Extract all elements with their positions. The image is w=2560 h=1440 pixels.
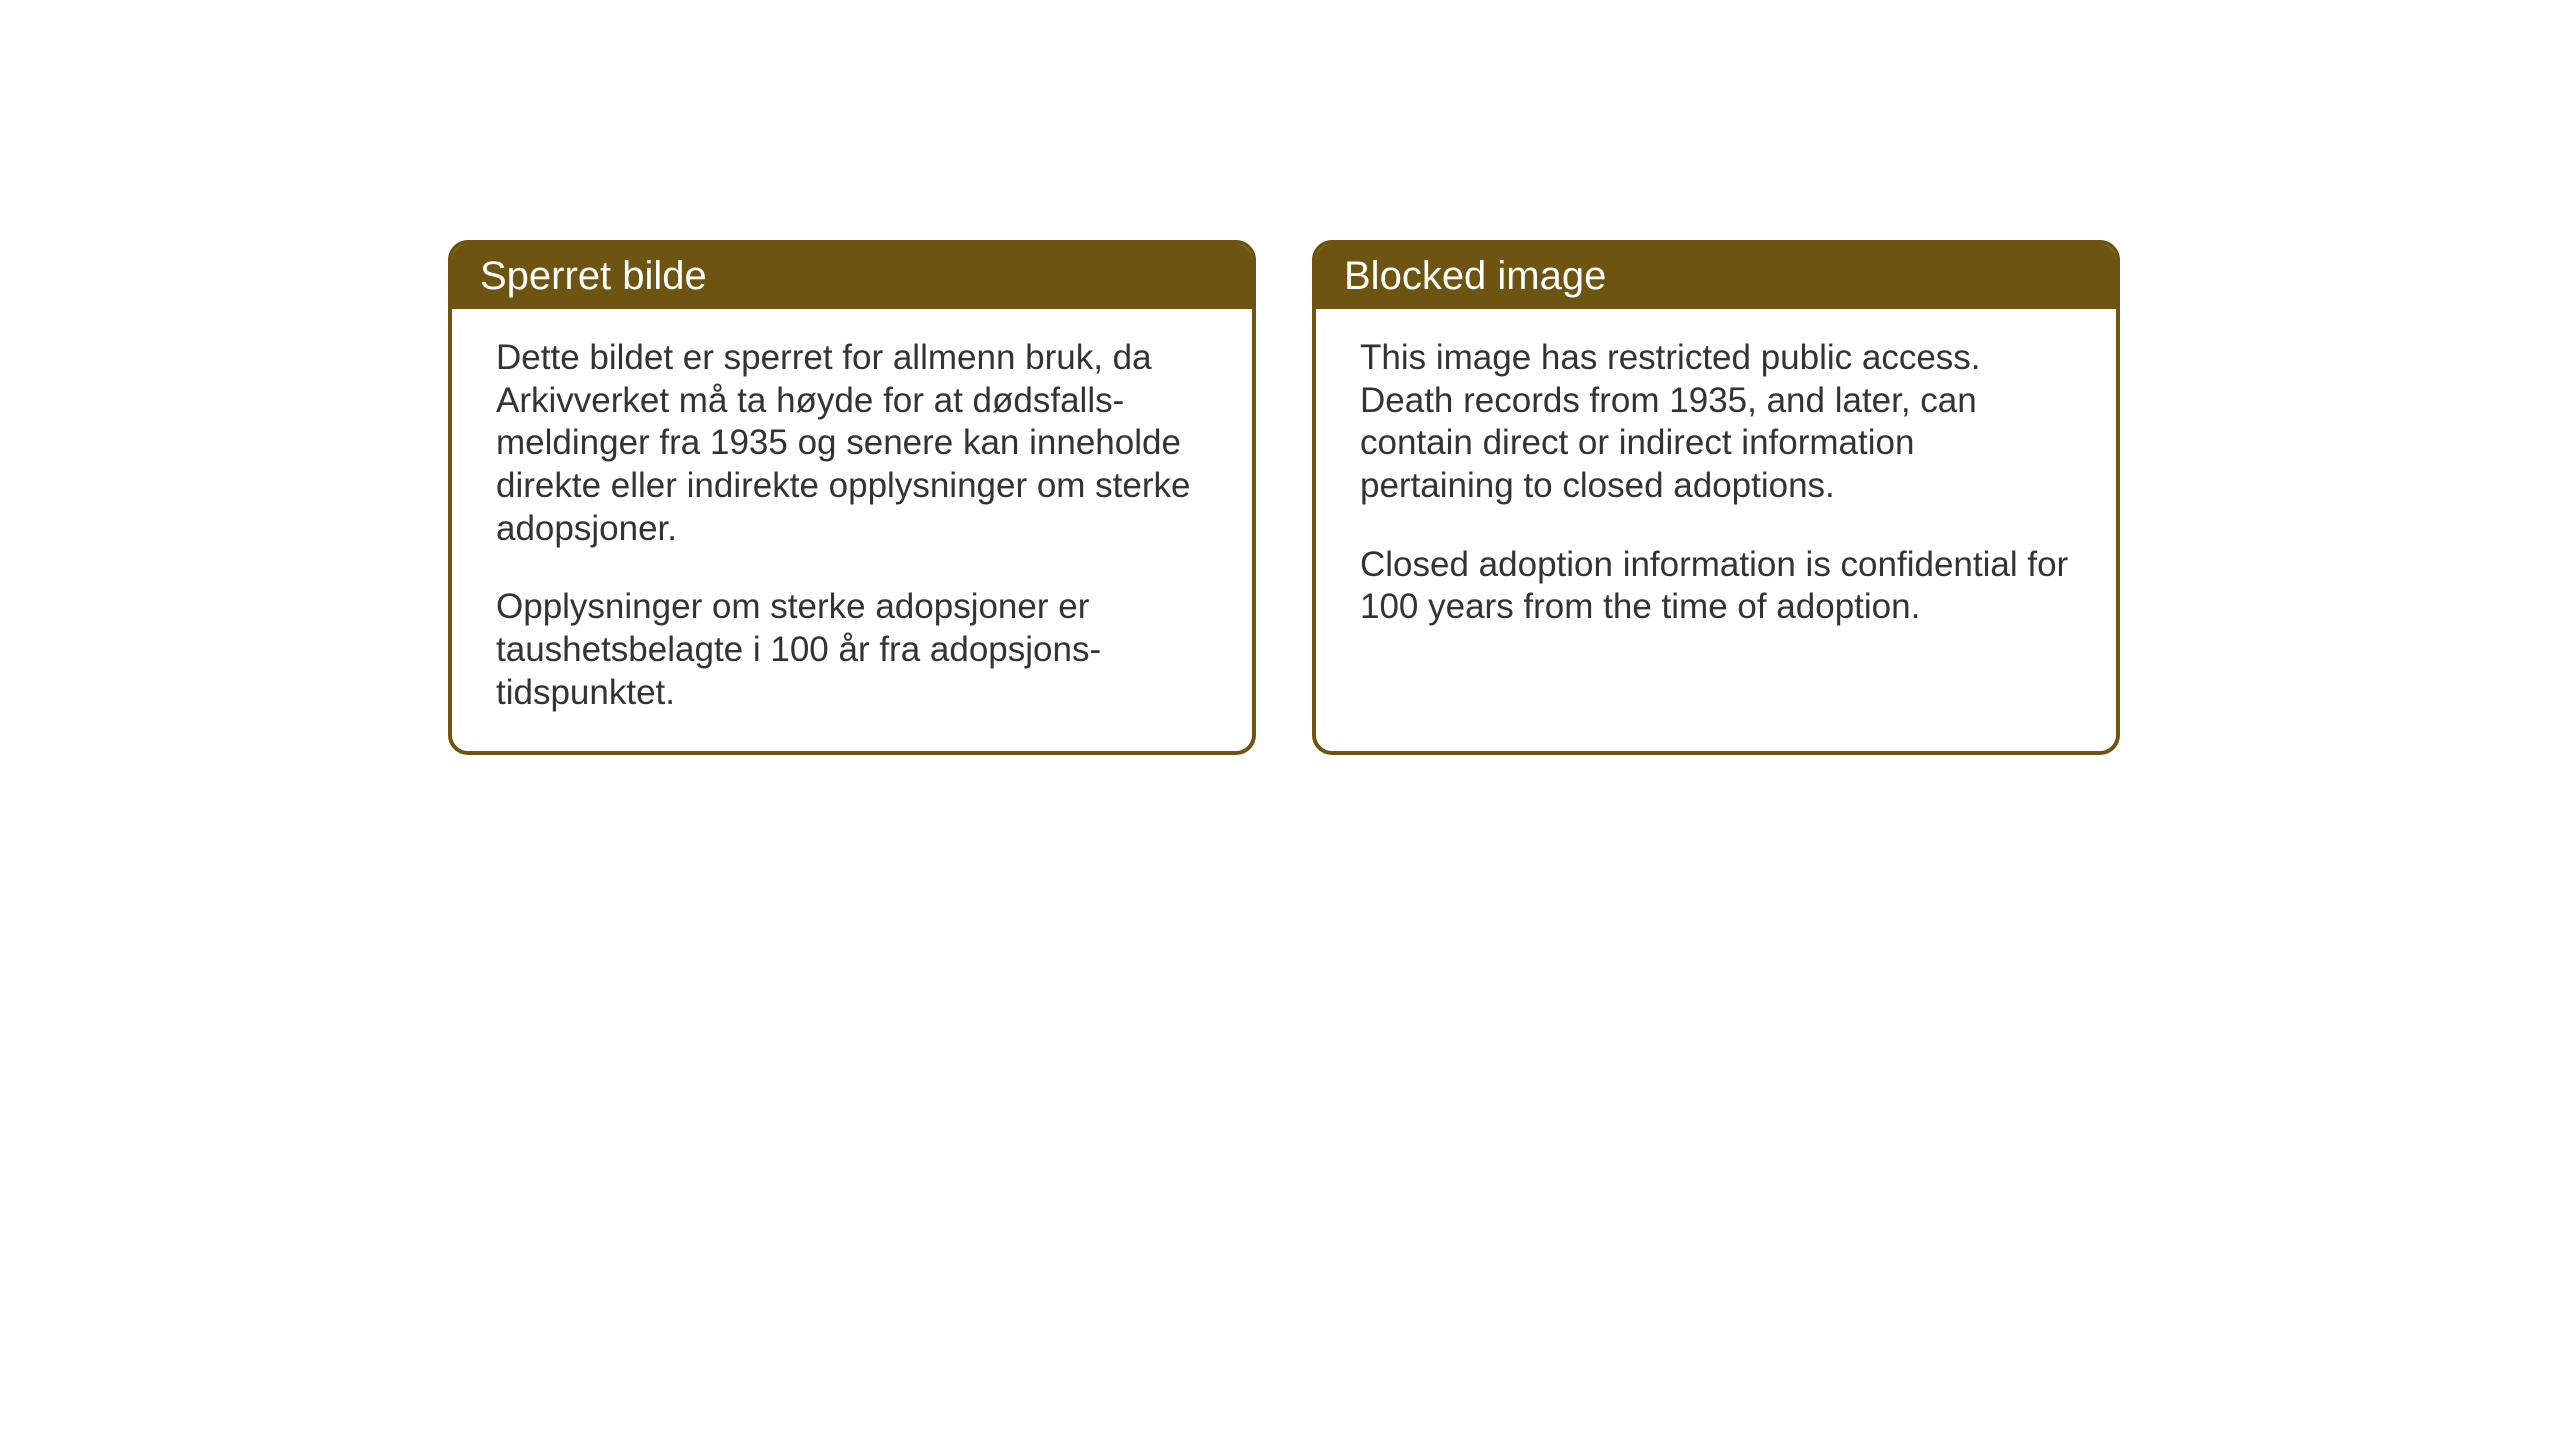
card-header-norwegian: Sperret bilde (452, 244, 1252, 309)
paragraph-1-english: This image has restricted public access.… (1360, 337, 2072, 508)
paragraph-2-english: Closed adoption information is confident… (1360, 544, 2072, 629)
paragraph-2-norwegian: Opplysninger om sterke adopsjoner er tau… (496, 586, 1208, 714)
card-body-english: This image has restricted public access.… (1316, 309, 2116, 741)
paragraph-1-norwegian: Dette bildet er sperret for allmenn bruk… (496, 337, 1208, 550)
card-norwegian: Sperret bilde Dette bildet er sperret fo… (448, 240, 1256, 755)
card-body-norwegian: Dette bildet er sperret for allmenn bruk… (452, 309, 1252, 751)
card-english: Blocked image This image has restricted … (1312, 240, 2120, 755)
cards-container: Sperret bilde Dette bildet er sperret fo… (448, 240, 2120, 755)
card-header-english: Blocked image (1316, 244, 2116, 309)
